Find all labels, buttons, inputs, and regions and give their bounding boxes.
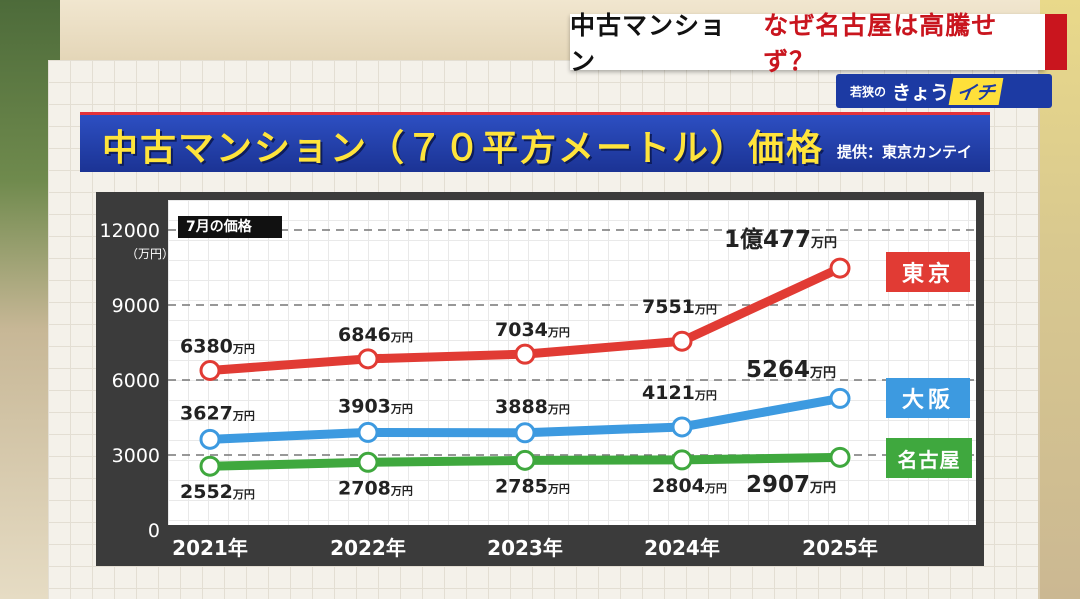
legend-tag-tokyo: 東京: [886, 252, 970, 292]
logo-main-text: きょう: [892, 81, 950, 104]
x-tick-label: 2023年: [487, 536, 563, 560]
caption-question: なぜ名古屋は高騰せず？: [763, 11, 998, 76]
data-point-nagoya: [829, 446, 851, 468]
july-price-note: 7月の価格: [178, 216, 282, 238]
y-axis-ticks: 0 3000 6000 9000 12000: [100, 220, 160, 542]
x-tick-label: 2024年: [644, 536, 720, 560]
logo-small-text: 若狭の: [850, 84, 887, 99]
y-tick-label: 6000: [112, 370, 160, 392]
program-logo: 若狭の きょう イチ: [836, 74, 1052, 108]
data-label: 6380万円: [180, 336, 255, 358]
data-point-tokyo: [357, 348, 379, 370]
y-tick-label: 9000: [112, 295, 160, 317]
data-label: 2907万円: [746, 472, 836, 498]
legend-tag-osaka: 大阪: [886, 378, 970, 418]
data-labels: 6380万円 6846万円 7034万円 7551万円 1億477万円 3627万円 390…: [180, 226, 837, 503]
caption-accent-stripe: [1045, 14, 1067, 70]
chart-title-bar: 中古マンション（７０平方メートル）価格 提供：東京カンテイ: [80, 112, 990, 172]
data-point-nagoya: [671, 449, 693, 471]
data-point-osaka: [671, 416, 693, 438]
x-axis-ticks: 2021年 2022年 2023年 2024年 2025年: [172, 536, 878, 560]
data-label: 7034万円: [495, 319, 570, 341]
y-tick-label: 3000: [112, 445, 160, 467]
data-label: 4121万円: [642, 382, 717, 404]
series-points: [199, 257, 851, 477]
caption-topic: 中古マンション: [570, 11, 727, 76]
data-point-tokyo: [671, 330, 693, 352]
legend-tag-nagoya: 名古屋: [886, 438, 972, 478]
y-axis-unit-label: （万円）: [126, 247, 174, 261]
chart-title: 中古マンション（７０平方メートル）価格: [102, 128, 825, 169]
data-label: 7551万円: [642, 296, 717, 318]
data-label: 3888万円: [495, 396, 570, 418]
data-point-nagoya: [357, 451, 379, 473]
broadcast-caption: 中古マンション なぜ名古屋は高騰せず？: [570, 11, 1045, 76]
data-point-osaka: [199, 428, 221, 450]
data-point-tokyo: [514, 343, 536, 365]
x-tick-label: 2025年: [802, 536, 878, 560]
data-point-tokyo: [199, 360, 221, 381]
data-point-osaka: [829, 387, 851, 409]
x-tick-label: 2021年: [172, 536, 248, 560]
data-point-osaka: [514, 422, 536, 444]
data-label: 2804万円: [652, 475, 727, 497]
x-tick-label: 2022年: [330, 536, 406, 560]
data-label: 5264万円: [746, 357, 836, 383]
data-label: 6846万円: [338, 324, 413, 346]
data-label: 2552万円: [180, 481, 255, 503]
y-tick-label: 12000: [100, 220, 160, 242]
data-source: 提供：東京カンテイ: [836, 143, 972, 161]
data-point-nagoya: [514, 449, 536, 471]
data-point-osaka: [357, 421, 379, 443]
horizontal-gridlines: [168, 229, 976, 456]
data-label: 1億477万円: [724, 226, 837, 253]
data-label: 3903万円: [338, 395, 413, 417]
data-label: 2785万円: [495, 475, 570, 497]
data-label: 3627万円: [180, 402, 255, 424]
data-point-nagoya: [199, 455, 221, 477]
data-point-tokyo: [829, 257, 851, 279]
y-tick-label: 0: [148, 520, 160, 542]
data-label: 2708万円: [338, 477, 413, 499]
